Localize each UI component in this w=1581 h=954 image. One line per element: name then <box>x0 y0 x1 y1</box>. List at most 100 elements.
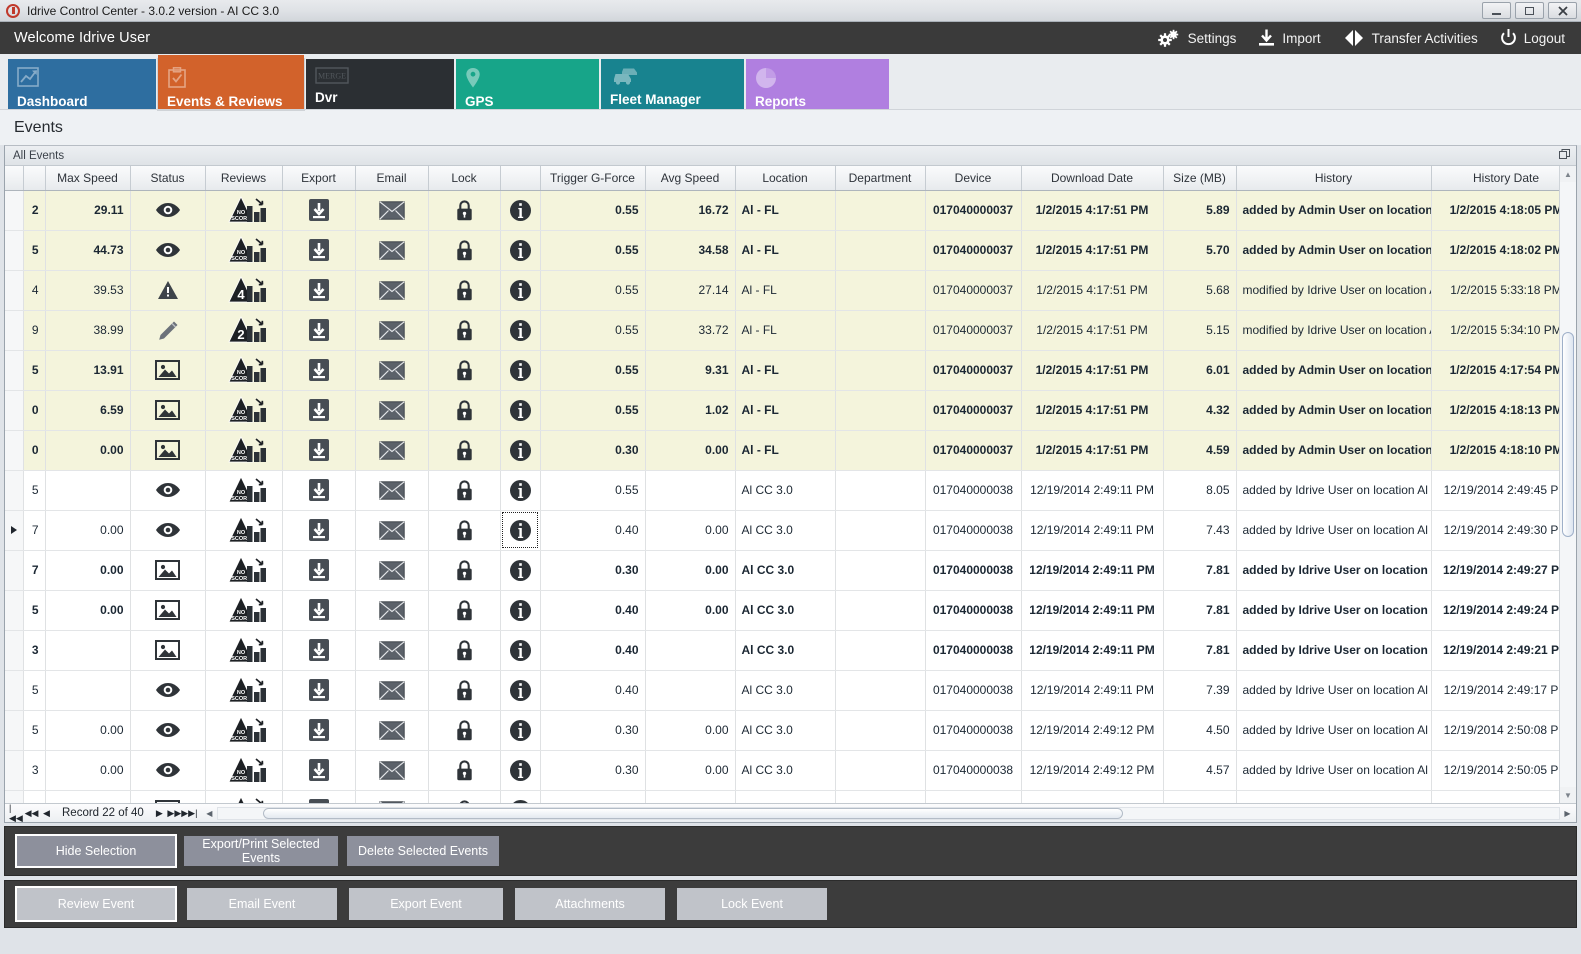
cell-export[interactable] <box>282 750 356 791</box>
eye-icon[interactable] <box>155 202 181 218</box>
cell-download-date[interactable]: 12/19/2014 2:49:11 PM <box>1021 670 1164 711</box>
cell-download-date[interactable]: 12/19/2014 2:49:11 PM <box>1021 630 1164 671</box>
cell-lock[interactable] <box>428 750 501 791</box>
cell-trigger-g-force[interactable]: 0.55 <box>540 270 646 311</box>
lock-icon[interactable] <box>456 719 473 741</box>
grid-horizontal-scrollbar[interactable]: ◀ ▶ <box>203 806 1574 820</box>
cell-download-date[interactable]: 12/19/2014 2:49:12 PM <box>1021 710 1164 751</box>
cell-info[interactable] <box>500 750 541 791</box>
cell-email[interactable] <box>355 390 429 431</box>
cell-info[interactable] <box>500 790 541 803</box>
th-status[interactable]: Status <box>130 166 206 191</box>
cell-size-mb[interactable]: 7.81 <box>1163 590 1237 631</box>
table-row[interactable]: 5 13.91 NO SCORE 0.55 9.31 Al - FL 017040000037… <box>5 350 1559 391</box>
cell-size-mb[interactable]: 5.68 <box>1163 270 1237 311</box>
grid-vertical-scrollbar[interactable]: ▲ ▼ <box>1559 166 1576 803</box>
cell-location[interactable]: Al CC 3.0 <box>735 750 836 791</box>
info-icon[interactable] <box>509 799 532 803</box>
cell-reviews[interactable]: 4 <box>205 270 283 311</box>
lock-icon[interactable] <box>456 679 473 701</box>
cell-location[interactable]: Al CC 3.0 <box>735 550 836 591</box>
lock-icon[interactable] <box>456 599 473 621</box>
cell-export[interactable] <box>282 550 356 591</box>
cell-location[interactable]: Al - FL <box>735 390 836 431</box>
cell-size-mb[interactable]: 5.15 <box>1163 310 1237 351</box>
cell-status[interactable] <box>130 430 206 471</box>
th-export[interactable]: Export <box>282 166 356 191</box>
attachments-button[interactable]: Attachments <box>515 888 665 920</box>
cell-trigger-g-force[interactable]: 0.55 <box>540 350 646 391</box>
cell-max-speed[interactable] <box>45 670 131 711</box>
cell-avg-speed[interactable]: 33.72 <box>645 310 736 351</box>
cell-email[interactable] <box>355 510 429 551</box>
cell-status[interactable] <box>130 470 206 511</box>
cell-download-date[interactable]: 1/2/2015 4:17:51 PM <box>1021 190 1164 231</box>
cell-history[interactable]: added by Admin User on location ... <box>1236 230 1432 271</box>
review-event-button[interactable]: Review Event <box>17 888 175 920</box>
cell-device[interactable]: 017040000038 <box>925 630 1022 671</box>
export-download-icon[interactable] <box>308 758 330 782</box>
cell-location[interactable]: Al CC 3.0 <box>735 710 836 751</box>
cell-history-date[interactable]: 1/2/2015 5:34:10 PM <box>1431 310 1559 351</box>
cell-trigger-g-force[interactable]: 0.30 <box>540 710 646 751</box>
cell-trigger-g-force[interactable]: 0.55 <box>540 390 646 431</box>
cell-department[interactable] <box>835 470 926 511</box>
cell-status[interactable] <box>130 390 206 431</box>
cell-download-date[interactable]: 1/2/2015 4:17:51 PM <box>1021 310 1164 351</box>
cell-trigger-g-force[interactable]: 0.55 <box>540 230 646 271</box>
cell-device[interactable]: 017040000037 <box>925 310 1022 351</box>
email-icon[interactable] <box>378 720 405 740</box>
table-row[interactable]: 3 0.00 NO SCORE 0.30 0.00 Al CC 3.0 01704000003… <box>5 750 1559 791</box>
row-marker-cell[interactable] <box>5 750 24 791</box>
cell-avg-speed[interactable]: 0.00 <box>645 590 736 631</box>
lock-icon[interactable] <box>456 239 473 261</box>
cell-size-mb[interactable]: 5.89 <box>1163 190 1237 231</box>
row-marker-cell[interactable] <box>5 550 24 591</box>
table-row[interactable]: 7 0.00 NO SCORE 0.40 0.00 Al CC 3.0 01704000003… <box>5 510 1559 551</box>
lock-icon[interactable] <box>456 399 473 421</box>
cell-history-date[interactable]: 12/19/2014 2:49:21 PM <box>1431 630 1559 671</box>
export-download-icon[interactable] <box>308 278 330 302</box>
eye-icon[interactable] <box>155 722 181 738</box>
cell-email[interactable] <box>355 230 429 271</box>
row-marker-cell[interactable] <box>5 790 24 803</box>
cell-location[interactable]: Al - FL <box>735 350 836 391</box>
cell-device[interactable]: 017040000038 <box>925 470 1022 511</box>
cell-email[interactable] <box>355 550 429 591</box>
cell-history-date[interactable]: 1/2/2015 4:18:02 PM <box>1431 230 1559 271</box>
cell-history[interactable]: added by Idrive User on location Al CC .… <box>1236 470 1432 511</box>
eye-icon[interactable] <box>155 762 181 778</box>
cell-status[interactable] <box>130 710 206 751</box>
table-row[interactable]: 0 6.59 NO SCORE 0.55 1.02 Al - FL 017040000037 1… <box>5 390 1559 431</box>
cell-size-mb[interactable]: 6.01 <box>1163 350 1237 391</box>
cell-department[interactable] <box>835 590 926 631</box>
first-record-button[interactable]: |◀◀ <box>9 802 23 823</box>
tab-fleet-manager[interactable]: Fleet Manager <box>601 59 744 110</box>
row-marker-cell[interactable] <box>5 710 24 751</box>
cell-email[interactable] <box>355 710 429 751</box>
cell-history-date[interactable]: 1/2/2015 4:18:13 PM <box>1431 390 1559 431</box>
row-marker-cell[interactable] <box>5 190 24 231</box>
vertical-scroll-thumb[interactable] <box>1561 332 1574 537</box>
cell-size-mb[interactable]: 4.59 <box>1163 430 1237 471</box>
cell-info[interactable] <box>500 630 541 671</box>
lock-icon[interactable] <box>456 439 473 461</box>
cell-trigger-g-force[interactable]: 0.30 <box>540 430 646 471</box>
cell-lock[interactable] <box>428 550 501 591</box>
cell-trigger-g-force[interactable]: 0.40 <box>540 510 646 551</box>
lock-icon[interactable] <box>456 519 473 541</box>
cell-email[interactable] <box>355 670 429 711</box>
cell-location[interactable]: Al CC 3.0 <box>735 790 836 803</box>
cell-status[interactable] <box>130 790 206 803</box>
table-row[interactable]: 5 44.73 NO SCORE 0.55 34.58 Al - FL 01704000003… <box>5 230 1559 271</box>
row-marker-cell[interactable] <box>5 590 24 631</box>
export-download-icon[interactable] <box>308 238 330 262</box>
cell-history[interactable]: added by Admin User on location ... <box>1236 190 1432 231</box>
maximize-button[interactable] <box>1515 2 1544 19</box>
prev-record-button[interactable]: ◀ <box>43 807 50 818</box>
cell-history-date[interactable]: 12/19/2014 2:50:03 PM <box>1431 790 1559 803</box>
cell-avg-speed[interactable]: 0.00 <box>645 430 736 471</box>
